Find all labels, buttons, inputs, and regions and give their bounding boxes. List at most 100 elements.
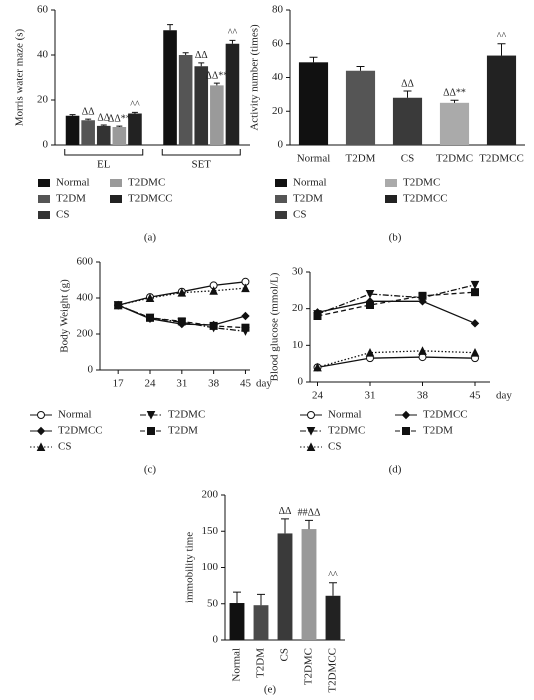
bar bbox=[210, 85, 224, 145]
y-tick-label: 10 bbox=[292, 339, 304, 351]
error-bar bbox=[403, 90, 412, 98]
x-tick-label: CS bbox=[279, 648, 291, 661]
annotation: ΔΔ bbox=[195, 50, 208, 61]
bar bbox=[439, 102, 470, 145]
x-tick-label: 31 bbox=[365, 390, 376, 402]
legend-label: T2DMCC bbox=[58, 425, 103, 437]
legend-swatch bbox=[385, 179, 397, 187]
x-tick-label: 45 bbox=[240, 378, 252, 390]
legend-swatch bbox=[275, 211, 287, 219]
x-tick-label: T2DM bbox=[255, 648, 267, 678]
point bbox=[209, 321, 218, 330]
annotation: ΔΔ bbox=[401, 78, 414, 89]
legend-label: Normal bbox=[56, 177, 90, 189]
x-tick-label: 24 bbox=[145, 378, 157, 390]
y-tick-label: 30 bbox=[292, 266, 304, 278]
y-axis-label: Blood glucose (mmol/L) bbox=[269, 272, 281, 381]
bar bbox=[178, 55, 193, 145]
point bbox=[241, 311, 250, 321]
legend-label: Normal bbox=[328, 409, 362, 421]
legend-label: T2DMC bbox=[328, 425, 365, 437]
legend-swatch bbox=[275, 179, 287, 187]
legend-marker bbox=[147, 427, 155, 435]
y-axis-label: Morris water maze (s) bbox=[14, 28, 26, 126]
legend-marker bbox=[306, 442, 316, 451]
point bbox=[418, 346, 427, 355]
annotation: ΔΔ bbox=[97, 112, 110, 123]
x-tick-label: 45 bbox=[470, 390, 482, 402]
annotation: ΔΔ bbox=[82, 106, 95, 117]
annotation: ΔΔ bbox=[279, 506, 292, 517]
point bbox=[145, 293, 155, 302]
x-tick-label: CS bbox=[401, 153, 414, 165]
y-tick-label: 600 bbox=[77, 256, 94, 268]
error-bar bbox=[305, 519, 313, 530]
point bbox=[365, 290, 375, 299]
annotation: ^^ bbox=[130, 100, 140, 111]
x-tick-label: T2DMCC bbox=[479, 153, 524, 165]
legend-label: Normal bbox=[58, 409, 92, 421]
legend-marker bbox=[306, 427, 316, 436]
legend-marker bbox=[307, 411, 315, 419]
bar bbox=[486, 55, 517, 145]
bar bbox=[392, 97, 423, 145]
legend-label: T2DM bbox=[293, 193, 323, 205]
annotation: ΔΔ** bbox=[443, 88, 466, 99]
y-tick-label: 0 bbox=[213, 634, 219, 646]
y-tick-label: 20 bbox=[37, 94, 49, 106]
y-tick-label: 0 bbox=[43, 139, 49, 151]
annotation: ΔΔ** bbox=[205, 70, 228, 81]
legend-label: CS bbox=[56, 209, 69, 221]
group-bracket bbox=[64, 149, 144, 156]
error-bar bbox=[233, 591, 241, 604]
y-axis-label: immobility time bbox=[184, 532, 196, 603]
bar bbox=[112, 127, 127, 145]
x-tick-label: Normal bbox=[231, 648, 243, 682]
point bbox=[470, 280, 480, 290]
error-bar bbox=[85, 118, 92, 121]
error-bar bbox=[100, 124, 107, 126]
legend-marker bbox=[401, 410, 411, 420]
bar bbox=[163, 30, 177, 145]
x-tick-label: SET bbox=[191, 159, 211, 171]
y-tick-label: 0 bbox=[88, 364, 94, 376]
legend-swatch bbox=[110, 179, 122, 187]
y-tick-label: 50 bbox=[207, 597, 219, 609]
error-bar bbox=[182, 52, 189, 55]
x-tick-label: T2DMCC bbox=[327, 648, 339, 693]
x-tick-label: 24 bbox=[312, 390, 324, 402]
legend-swatch bbox=[385, 195, 397, 203]
panel-label: (e) bbox=[264, 684, 277, 695]
legend-label: T2DMCC bbox=[403, 193, 448, 205]
legend-label: Normal bbox=[293, 177, 327, 189]
legend-swatch bbox=[38, 195, 50, 203]
point bbox=[177, 287, 187, 297]
bar bbox=[301, 529, 317, 640]
error-bar bbox=[309, 56, 318, 63]
y-tick-label: 150 bbox=[202, 525, 219, 537]
x-axis-label: day bbox=[256, 378, 272, 390]
line bbox=[317, 291, 476, 317]
point bbox=[470, 319, 480, 328]
x-tick-label: T2DMC bbox=[436, 153, 473, 165]
error-bar bbox=[213, 82, 220, 86]
legend-label: T2DM bbox=[423, 425, 453, 437]
legend-label: CS bbox=[328, 441, 341, 453]
legend-label: T2DMC bbox=[128, 177, 165, 189]
bar bbox=[65, 115, 80, 145]
x-tick-label: 38 bbox=[208, 378, 220, 390]
point bbox=[366, 301, 374, 309]
legend-marker bbox=[37, 411, 45, 419]
annotation: ##ΔΔ bbox=[298, 508, 321, 519]
bar bbox=[325, 595, 341, 640]
panel-label: (b) bbox=[389, 232, 402, 244]
error-bar bbox=[329, 582, 337, 596]
panel-label: (d) bbox=[389, 464, 402, 476]
legend-swatch bbox=[275, 195, 287, 203]
annotation: ^^ bbox=[497, 31, 507, 42]
x-tick-label: T2DMC bbox=[303, 648, 315, 685]
bar bbox=[345, 70, 376, 145]
legend-label: T2DMCC bbox=[128, 193, 173, 205]
legend-label: T2DM bbox=[56, 193, 86, 205]
point bbox=[471, 288, 479, 297]
